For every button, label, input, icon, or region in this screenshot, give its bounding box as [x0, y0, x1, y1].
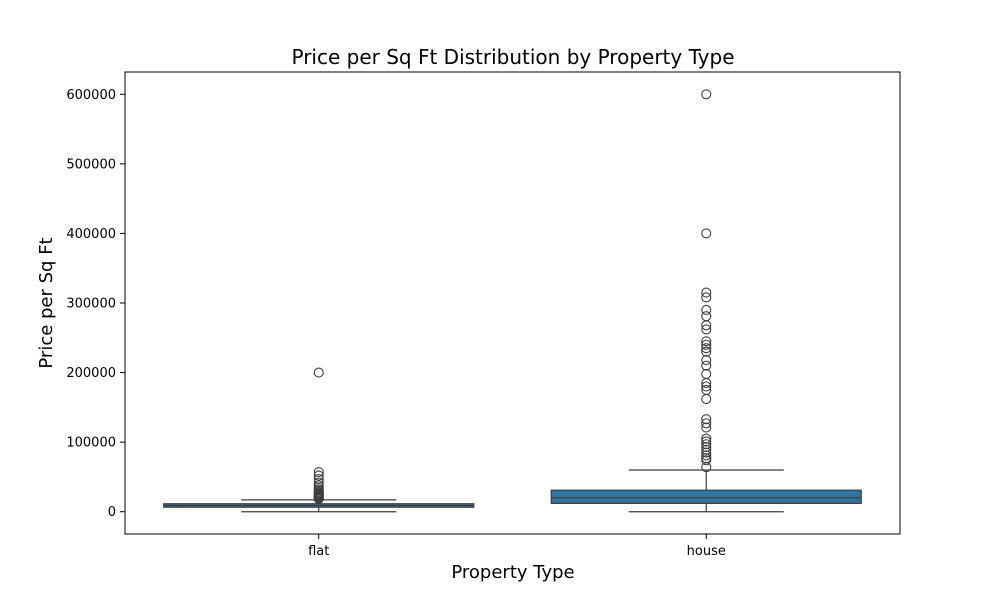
y-axis: 0 100000 200000 300000 400000 500000 600000 — [66, 88, 125, 520]
y-tick-label: 500000 — [66, 157, 116, 172]
outlier-point — [701, 89, 712, 100]
outlier-point — [701, 311, 712, 322]
outlier-point — [701, 320, 712, 331]
outlier-point — [701, 377, 712, 389]
iqr-box — [550, 489, 862, 504]
plot-frame — [124, 71, 901, 535]
outlier-point — [701, 368, 712, 380]
y-tick-label: 300000 — [66, 297, 116, 312]
chart-title: Price per Sq Ft Distribution by Property… — [291, 45, 734, 69]
box-flat — [163, 367, 475, 513]
y-tick-label: 400000 — [66, 227, 116, 242]
outlier-point — [701, 462, 712, 473]
outlier-point — [701, 228, 712, 239]
x-tick-label: house — [687, 544, 726, 559]
outlier-point — [701, 418, 712, 429]
x-axis-label: Property Type — [451, 562, 574, 583]
boxes-layer — [163, 89, 862, 513]
outlier-point — [701, 439, 712, 450]
y-tick-label: 100000 — [66, 436, 116, 451]
outlier-point — [701, 292, 712, 303]
outlier-point — [701, 343, 712, 354]
outlier-point — [313, 467, 324, 478]
box-house — [550, 89, 862, 513]
outlier-point — [701, 336, 712, 347]
outlier-point — [701, 304, 712, 316]
x-tick-label: flat — [308, 544, 329, 559]
outlier-point — [701, 360, 712, 371]
outlier-point — [701, 339, 712, 350]
outlier-point — [701, 324, 712, 335]
outlier-point — [701, 393, 712, 405]
outlier-point — [313, 493, 324, 504]
outlier-point — [701, 436, 712, 447]
outlier-point — [313, 470, 324, 481]
outlier-point — [313, 477, 324, 488]
y-tick-label: 0 — [108, 505, 116, 520]
x-axis: flat house — [308, 534, 726, 559]
outlier-point — [701, 422, 712, 433]
outlier-point — [701, 381, 712, 392]
outlier-point — [701, 455, 712, 466]
y-tick-label: 600000 — [66, 88, 116, 103]
outlier-point — [701, 450, 712, 461]
outlier-point — [701, 433, 712, 444]
outlier-point — [701, 441, 712, 453]
outlier-point — [701, 355, 712, 366]
outlier-point — [313, 473, 324, 485]
outlier-point — [701, 444, 712, 455]
outlier-point — [701, 287, 712, 298]
y-axis-label: Price per Sq Ft — [36, 237, 57, 368]
outlier-point — [701, 414, 712, 425]
y-tick-label: 200000 — [66, 366, 116, 381]
outlier-point — [701, 346, 712, 357]
outlier-point — [701, 447, 712, 458]
outlier-point — [313, 367, 324, 378]
